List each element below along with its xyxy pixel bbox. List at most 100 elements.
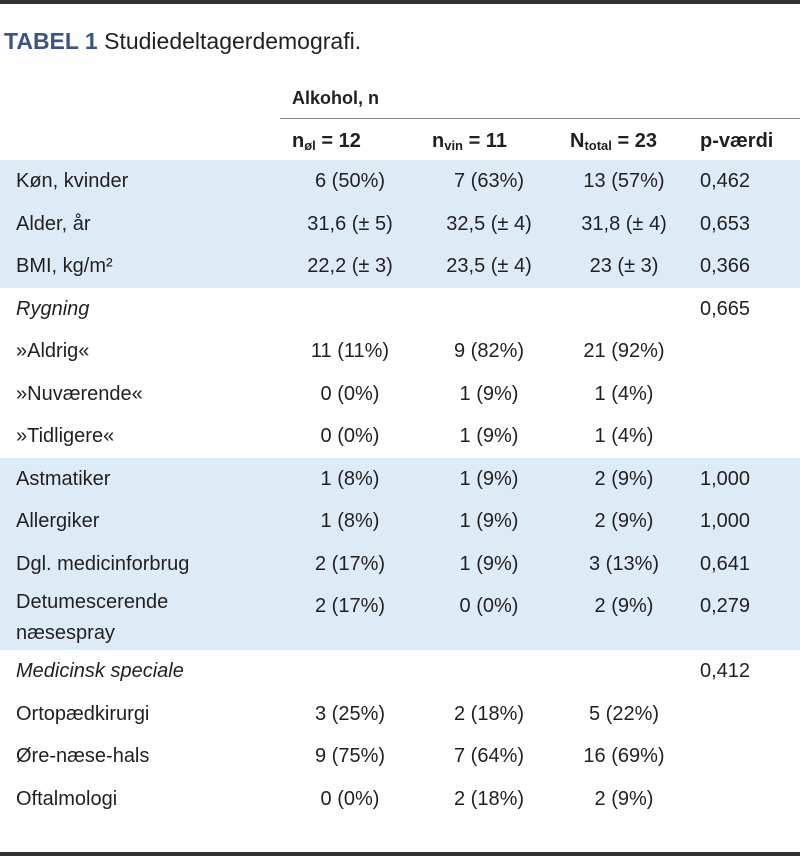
group-rule (280, 118, 800, 119)
table-row: Medicinsk speciale 0,412 (0, 650, 800, 693)
row-label: Medicinsk speciale (16, 660, 184, 682)
cell-value: 2 (9%) (558, 500, 690, 543)
cell-value: 0 (0%) (320, 787, 380, 810)
table-row: Alder, år 31,6 (± 5) 32,5 (± 4) 31,8 (± 4) 0… (0, 202, 800, 245)
cell-value: 2 (9%) (594, 787, 654, 810)
row-label: Allergiker (0, 500, 280, 543)
row-label: »Aldrig« (16, 340, 90, 362)
cell-value: 2 (18%) (453, 702, 525, 725)
empty-cell (690, 415, 800, 458)
cell-value: 32,5 (± 4) (420, 202, 558, 245)
column-header: nøl = 12 (280, 120, 420, 160)
cell-value: 0 (0%) (420, 585, 558, 650)
cell-value: 31,8 (± 4) (558, 202, 690, 245)
cell-value: 11 (11%) (310, 340, 390, 362)
row-label: Rygning (16, 297, 90, 320)
header-main: n (432, 130, 445, 152)
cell-value: 9 (82%) (453, 340, 525, 362)
p-value: 0,366 (690, 245, 800, 288)
header-main: N (570, 130, 585, 152)
cell-value: 21 (92%) (583, 340, 665, 362)
header-rest: = 11 (463, 130, 507, 152)
empty-cell (558, 650, 690, 693)
cell-value: 13 (57%) (558, 160, 690, 203)
row-label: Øre-næse-hals (16, 745, 150, 767)
header-rest: = 12 (315, 130, 361, 152)
column-header: nvin = 11 (420, 120, 558, 160)
table-row: Køn, kvinder 6 (50%) 7 (63%) 13 (57%) 0,462 (0, 160, 800, 203)
bottom-rule (0, 852, 800, 856)
table-row: BMI, kg/m² 22,2 (± 3) 23,5 (± 4) 23 (± 3) 0,… (0, 245, 800, 288)
cell-value: 1 (4%) (594, 425, 654, 447)
p-value: 0,653 (690, 202, 800, 245)
row-label: »Nuværende« (16, 382, 143, 405)
header-rest: = 23 (611, 130, 657, 152)
cell-value: 1 (9%) (420, 542, 558, 585)
table-row: Oftalmologi 0 (0%) 2 (18%) 2 (9%) (0, 778, 800, 821)
cell-value: 6 (50%) (280, 160, 420, 203)
table-row: Detumescerende næsespray 2 (17%) 0 (0%) 2 (… (0, 585, 800, 650)
cell-value: 2 (18%) (453, 787, 525, 810)
top-rule (0, 0, 800, 4)
p-value: 0,665 (700, 297, 751, 320)
table-row: »Aldrig« 11 (11%) 9 (82%) 21 (92%) (0, 330, 800, 373)
column-header: Ntotal = 23 (558, 120, 690, 160)
cell-value: 22,2 (± 3) (280, 245, 420, 288)
row-label: BMI, kg/m² (0, 245, 280, 288)
cell-value: 7 (63%) (420, 160, 558, 203)
cell-value: 5 (22%) (588, 702, 660, 725)
cell-value: 2 (9%) (558, 585, 690, 650)
row-label: Alder, år (0, 202, 280, 245)
header-main: n (292, 130, 305, 152)
table-title: TABEL 1 Studiedeltagerdemografi. (4, 28, 361, 55)
table-row: Rygning 0,665 (0, 288, 800, 331)
cell-value: 1 (9%) (459, 382, 519, 405)
table-row: Allergiker 1 (8%) 1 (9%) 2 (9%) 1,000 (0, 500, 800, 543)
header-row: nøl = 12 nvin = 11 Ntotal = 23 p-værdi (0, 120, 800, 160)
p-value: 0,462 (690, 160, 800, 203)
cell-value: 2 (9%) (558, 457, 690, 500)
cell-value: 1 (9%) (420, 500, 558, 543)
cell-value: 1 (9%) (459, 425, 519, 447)
p-value: 0,412 (700, 660, 751, 682)
cell-value: 1 (9%) (420, 457, 558, 500)
table-row: Dgl. medicinforbrug 2 (17%) 1 (9%) 3 (13%) 0… (0, 542, 800, 585)
empty-cell (690, 693, 800, 736)
column-header: p-værdi (690, 120, 800, 160)
cell-value: 7 (64%) (453, 745, 525, 767)
cell-value: 1 (8%) (280, 457, 420, 500)
table-row: Øre-næse-hals 9 (75%) 7 (64%) 16 (69%) (0, 735, 800, 778)
cell-value: 3 (25%) (314, 702, 386, 725)
row-label: Køn, kvinder (0, 160, 280, 203)
cell-value: 3 (13%) (558, 542, 690, 585)
row-label: Astmatiker (0, 457, 280, 500)
cell-value: 1 (4%) (594, 382, 654, 405)
cell-value: 16 (69%) (583, 745, 665, 767)
cell-value: 0 (0%) (320, 382, 380, 405)
row-label: Dgl. medicinforbrug (0, 542, 280, 585)
row-label: »Tidligere« (16, 425, 115, 447)
empty-cell (558, 288, 690, 331)
p-value: 1,000 (690, 457, 800, 500)
cell-value: 1 (8%) (280, 500, 420, 543)
empty-cell (690, 778, 800, 821)
data-table: nøl = 12 nvin = 11 Ntotal = 23 p-værdi Køn,… (0, 120, 800, 820)
p-value: 0,279 (690, 585, 800, 650)
empty-cell (690, 373, 800, 416)
table-row: »Tidligere« 0 (0%) 1 (9%) 1 (4%) (0, 415, 800, 458)
table-number: TABEL 1 (4, 28, 98, 54)
table-row: »Nuværende« 0 (0%) 1 (9%) 1 (4%) (0, 373, 800, 416)
row-label: Ortopædkirurgi (16, 702, 150, 725)
cell-value: 0 (0%) (320, 425, 380, 447)
p-value: 0,641 (690, 542, 800, 585)
header-sub: vin (444, 138, 464, 153)
p-value: 1,000 (690, 500, 800, 543)
empty-cell (690, 735, 800, 778)
table-row: Ortopædkirurgi 3 (25%) 2 (18%) 5 (22%) (0, 693, 800, 736)
empty-cell (690, 330, 800, 373)
cell-value: 9 (75%) (314, 745, 386, 767)
cell-value: 31,6 (± 5) (280, 202, 420, 245)
title-text: Studiedeltagerdemografi. (104, 28, 362, 54)
empty-cell (420, 288, 558, 331)
